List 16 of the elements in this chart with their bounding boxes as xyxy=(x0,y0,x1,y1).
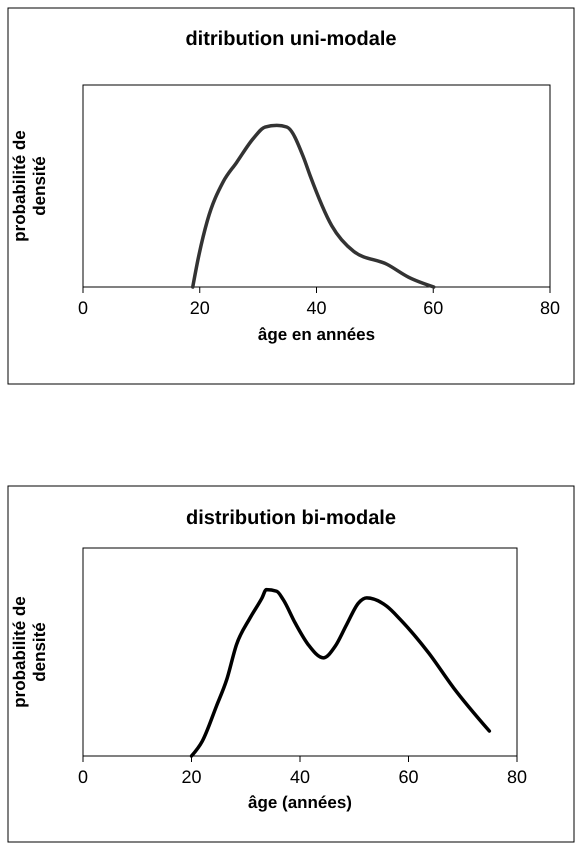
x-tick-label: 20 xyxy=(181,766,202,787)
x-tick-label: 80 xyxy=(540,298,560,318)
x-tick-label: 0 xyxy=(78,766,88,787)
x-tick-label: 40 xyxy=(306,298,327,318)
chart-title: distribution bi-modale xyxy=(186,507,396,529)
y-axis-title: probabilité de densité xyxy=(10,596,49,708)
x-axis-title: âge (années) xyxy=(248,793,352,812)
x-tick-label: 20 xyxy=(190,298,210,318)
chart-title: ditribution uni-modale xyxy=(185,28,397,50)
x-tick-label: 0 xyxy=(78,298,88,318)
x-tick-label: 40 xyxy=(290,766,310,787)
y-axis-title: probabilité de densité xyxy=(10,130,49,242)
x-tick-label: 80 xyxy=(506,766,528,787)
x-tick-label: 60 xyxy=(398,766,419,787)
x-tick-label: 60 xyxy=(423,298,444,318)
x-axis-title: âge en années xyxy=(258,325,376,344)
